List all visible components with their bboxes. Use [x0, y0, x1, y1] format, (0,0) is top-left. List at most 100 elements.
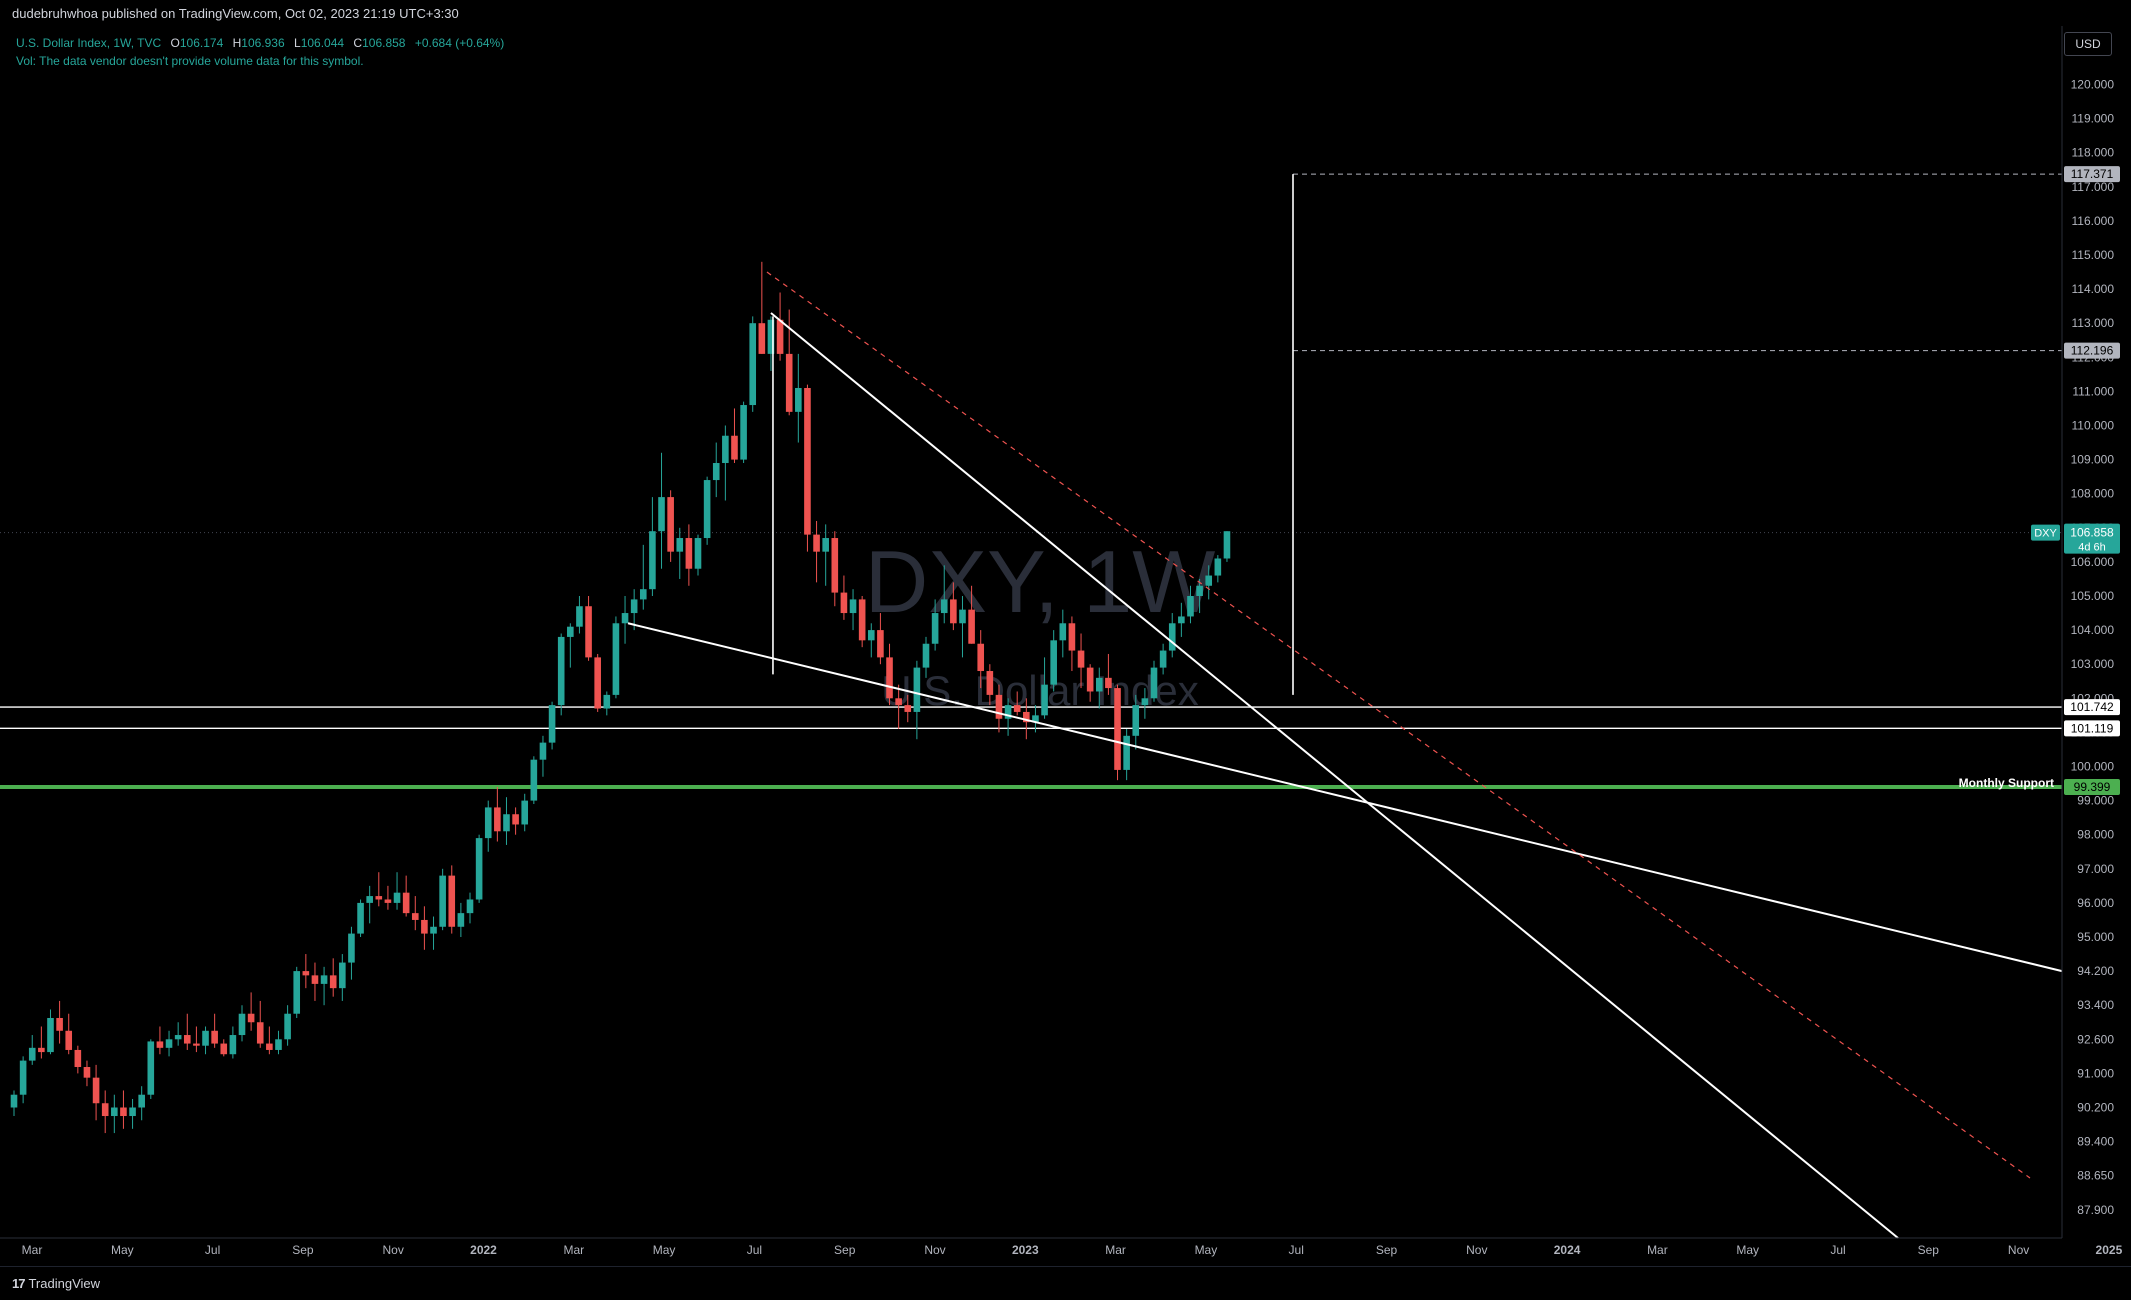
symbol-tag-text: DXY: [2034, 528, 2057, 540]
candle-body: [649, 531, 656, 590]
candle: [1187, 585, 1194, 624]
symbol-title[interactable]: U.S. Dollar Index, 1W, TVC: [16, 36, 162, 50]
candle-body: [56, 1017, 63, 1031]
price-tick-label: 96.000: [2077, 896, 2114, 910]
price-tick-label: 103.000: [2071, 657, 2115, 671]
candle-body: [667, 497, 674, 552]
candle-body: [968, 609, 975, 644]
candle-body: [567, 626, 574, 637]
candle-body: [457, 913, 465, 927]
candle-body: [484, 807, 492, 839]
candle-body: [986, 671, 994, 695]
candle: [676, 527, 684, 579]
time-tick-label: Mar: [1105, 1243, 1126, 1257]
candle-body: [293, 971, 301, 1014]
time-tick-label: Nov: [2008, 1243, 2029, 1257]
tradingview-logo-icon: 17: [12, 1276, 26, 1291]
candle-body: [402, 892, 410, 914]
candle: [731, 408, 738, 464]
candle-body: [1114, 688, 1121, 770]
candle-body: [749, 323, 757, 406]
tradingview-logo[interactable]: 17 TradingView: [12, 1276, 100, 1291]
candle-body: [804, 387, 811, 535]
candle: [174, 1022, 182, 1046]
candle: [1159, 643, 1167, 675]
candle: [986, 664, 994, 706]
currency-button[interactable]: USD: [2064, 32, 2112, 56]
candle-body: [904, 705, 912, 712]
candle-body: [1132, 705, 1140, 736]
candle-body: [393, 892, 401, 903]
candle: [940, 565, 948, 624]
candle: [977, 630, 985, 689]
time-tick-label: Jul: [1289, 1243, 1304, 1257]
candle: [393, 872, 401, 910]
candle: [183, 1013, 191, 1050]
candle: [348, 926, 355, 980]
monthly-support-annotation: Monthly Support: [1959, 776, 2054, 790]
candle: [357, 899, 364, 937]
candle: [767, 316, 775, 371]
candle-body: [120, 1107, 127, 1117]
candle: [758, 261, 766, 354]
price-tick-label: 89.400: [2077, 1135, 2114, 1149]
wedge-lower-trendline: [627, 622, 2063, 973]
candle: [849, 589, 857, 631]
price-tick-label: 92.600: [2077, 1032, 2114, 1046]
candle: [1032, 705, 1039, 733]
candle-body: [220, 1043, 228, 1055]
candle-body: [211, 1030, 218, 1044]
candle: [375, 872, 383, 907]
candle: [1004, 698, 1012, 736]
candle-body: [329, 975, 337, 989]
candle: [895, 684, 902, 729]
price-tick-label: 91.000: [2077, 1066, 2114, 1080]
candle-body: [384, 899, 392, 903]
time-tick-label: Sep: [1918, 1243, 1940, 1257]
monthly-support-label-bg: [2064, 778, 2120, 795]
candle: [430, 916, 437, 950]
candle-body: [1077, 650, 1085, 668]
candle-body: [430, 926, 437, 934]
candle-body: [767, 319, 775, 354]
price-tick-label: 104.000: [2071, 623, 2115, 637]
ohlc-row: U.S. Dollar Index, 1W, TVC O106.174 H106…: [16, 34, 504, 52]
candlestick-series: [10, 261, 1231, 1134]
candle: [722, 425, 729, 501]
candle-body: [867, 630, 875, 641]
candle: [111, 1094, 118, 1134]
candle-body: [840, 592, 848, 614]
candle: [238, 1005, 246, 1042]
candle-body: [639, 589, 647, 600]
candle-body: [138, 1094, 145, 1108]
candle: [494, 786, 501, 842]
candle-body: [375, 896, 383, 900]
close-label: C: [353, 36, 363, 50]
time-tick-label: Mar: [563, 1243, 584, 1257]
horizontal-lines: [0, 173, 2062, 789]
candle-body: [439, 875, 446, 927]
candle: [822, 524, 829, 586]
price-tick-label: 118.000: [2072, 146, 2115, 160]
trendline-drawings: [627, 174, 2063, 1239]
candle: [630, 589, 638, 631]
price-tick-label: 109.000: [2071, 453, 2115, 467]
candle-body: [776, 319, 784, 354]
candle: [10, 1090, 18, 1117]
candle-body: [19, 1060, 27, 1095]
candle: [156, 1026, 164, 1055]
candle: [19, 1056, 27, 1104]
candle: [1059, 609, 1067, 658]
candle-body: [174, 1035, 182, 1040]
candle-body: [366, 896, 373, 903]
candle-body: [1105, 677, 1112, 689]
candle: [193, 1026, 200, 1053]
target-lower-label-text: 112.196: [2071, 344, 2114, 358]
candle-body: [1068, 623, 1076, 651]
candle-body: [165, 1039, 173, 1048]
candle: [804, 384, 811, 552]
time-tick-label: 2022: [470, 1243, 497, 1257]
candle-body: [466, 899, 474, 914]
candle-body: [785, 353, 793, 412]
